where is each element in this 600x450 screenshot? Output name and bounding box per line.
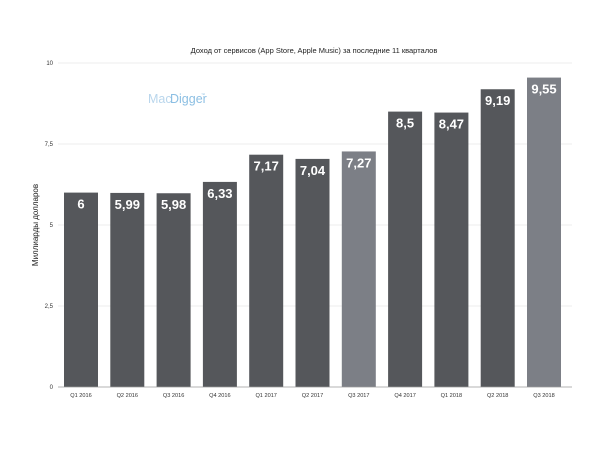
data-label: 8,47 — [439, 117, 464, 132]
y-tick-label: 2,5 — [45, 304, 54, 310]
bar — [295, 158, 330, 387]
x-tick-label: Q2 2016 — [117, 393, 138, 399]
x-tick-label: Q3 2017 — [348, 393, 369, 399]
bar — [527, 77, 561, 387]
x-tick-label: Q1 2018 — [441, 393, 462, 399]
x-tick-label: Q3 2016 — [163, 393, 184, 399]
x-tick-label: Q2 2017 — [302, 393, 323, 399]
data-label: 7,17 — [254, 159, 279, 174]
x-tick-label: Q1 2016 — [70, 393, 91, 399]
bar — [202, 181, 237, 387]
watermark-mac: Mac — [148, 92, 172, 106]
x-tick-label: Q4 2017 — [394, 393, 415, 399]
bar — [388, 111, 423, 387]
x-tick-label: Q3 2018 — [533, 393, 554, 399]
bar — [434, 112, 469, 388]
y-axis-label: Миллиарды долларов — [31, 184, 40, 266]
bars — [64, 77, 561, 388]
data-label: 7,27 — [346, 155, 371, 170]
data-label: 9,19 — [485, 93, 510, 108]
x-tick-labels: Q1 2016 Q2 2016 Q3 2016 Q4 2016 Q1 2017 Q2 20… — [70, 393, 554, 399]
data-label: 6,33 — [207, 186, 232, 201]
data-label: 7,04 — [300, 163, 326, 178]
y-tick-label: 5 — [50, 223, 54, 229]
chart-title: Доход от сервисов (App Store, Apple Musi… — [191, 46, 438, 55]
bar — [64, 192, 98, 387]
macdigger-watermark: Mac Digger ™ — [148, 92, 207, 106]
y-tick-label: 7,5 — [45, 142, 54, 148]
data-labels: 6 5,99 5,98 6,33 7,17 7,04 7,27 8,5 8,47 9,19 9,55 — [77, 82, 556, 213]
x-tick-label: Q4 2016 — [209, 393, 230, 399]
bar — [341, 151, 376, 387]
watermark-digger: Digger — [170, 92, 207, 106]
x-tick-label: Q1 2017 — [255, 393, 276, 399]
data-label: 6 — [77, 197, 84, 212]
data-label: 9,55 — [531, 82, 556, 97]
bar — [480, 89, 515, 387]
y-tick-label: 0 — [50, 385, 54, 391]
watermark-tm: ™ — [201, 92, 205, 97]
y-tick-labels: 0 2,5 5 7,5 10 — [45, 61, 54, 391]
y-tick-label: 10 — [46, 61, 53, 67]
data-label: 5,98 — [161, 197, 186, 212]
data-label: 5,99 — [115, 197, 140, 212]
bar — [156, 193, 191, 387]
bar — [249, 154, 284, 387]
bar — [110, 192, 145, 387]
x-tick-label: Q2 2018 — [487, 393, 508, 399]
data-label: 8,5 — [396, 116, 414, 131]
